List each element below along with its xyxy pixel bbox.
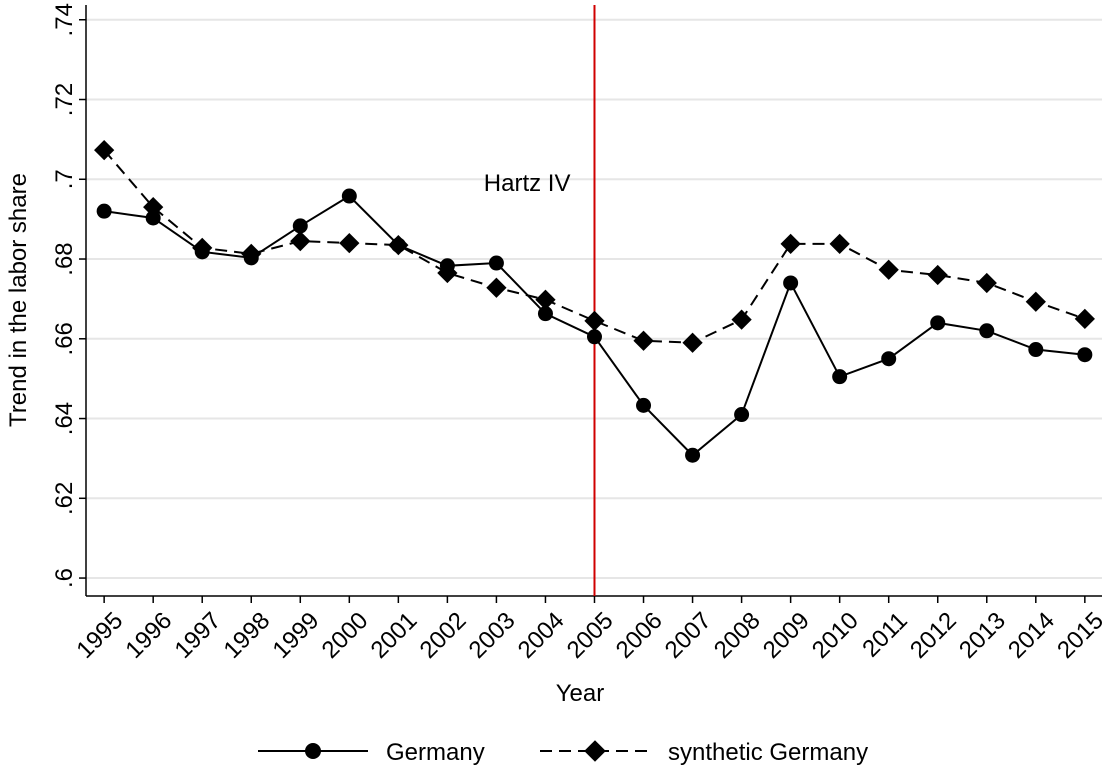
x-tick-label: 2000 — [317, 607, 374, 664]
marker — [145, 210, 161, 226]
marker — [829, 233, 850, 254]
x-tick-label: 1999 — [268, 607, 325, 664]
marker — [537, 306, 553, 322]
x-tick-label: 2008 — [709, 607, 766, 664]
marker — [636, 397, 652, 413]
x-tick-label: 2003 — [464, 607, 521, 664]
marker — [192, 237, 213, 258]
marker — [930, 315, 946, 331]
y-tick-label: .66 — [51, 322, 78, 355]
x-tick-label: 2004 — [513, 607, 570, 664]
marker — [584, 310, 605, 331]
y-tick-label: .6 — [51, 568, 78, 588]
y-tick-label: .7 — [51, 169, 78, 189]
marker — [584, 740, 606, 762]
marker — [290, 230, 311, 252]
marker — [437, 262, 458, 284]
marker — [535, 289, 556, 310]
x-tick-label: 1996 — [120, 607, 177, 664]
y-tick-label: .68 — [51, 242, 78, 275]
marker — [1028, 342, 1044, 358]
marker — [783, 275, 799, 291]
marker — [143, 197, 164, 218]
x-axis-label: Year — [556, 680, 605, 707]
x-tick-label: 2006 — [611, 607, 668, 664]
x-tick-label: 2007 — [660, 607, 717, 664]
x-tick-label: 1997 — [169, 607, 226, 664]
x-tick-label: 2009 — [758, 607, 815, 664]
marker — [1074, 308, 1095, 329]
marker — [780, 233, 801, 254]
marker — [1077, 347, 1093, 363]
marker — [976, 272, 997, 294]
marker — [292, 218, 308, 234]
marker — [241, 243, 262, 264]
x-tick-label: 2001 — [366, 607, 423, 664]
x-tick-label: 2013 — [954, 607, 1011, 664]
marker — [832, 369, 848, 385]
marker — [388, 234, 409, 256]
marker — [731, 309, 752, 330]
series-line — [103, 149, 1086, 344]
marker — [339, 232, 360, 254]
marker — [488, 255, 504, 271]
marker — [96, 203, 112, 219]
marker — [341, 188, 357, 204]
marker — [305, 743, 321, 759]
x-tick-label: 1995 — [71, 607, 128, 664]
marker — [633, 330, 654, 351]
y-tick-label: .64 — [51, 402, 78, 435]
x-tick-label: 1998 — [219, 607, 276, 664]
marker — [1025, 291, 1046, 312]
x-tick-label: 2005 — [562, 607, 619, 664]
y-tick-label: .62 — [51, 482, 78, 515]
annotation: Hartz IV — [484, 170, 571, 197]
x-tick-label: 2012 — [905, 607, 962, 664]
marker — [979, 323, 995, 339]
legend-label: Germany — [386, 739, 485, 766]
marker — [734, 407, 750, 423]
x-tick-label: 2014 — [1003, 607, 1060, 664]
legend-label: synthetic Germany — [668, 739, 868, 766]
y-tick-label: .72 — [51, 83, 78, 116]
marker — [682, 332, 703, 353]
x-tick-label: 2015 — [1052, 607, 1106, 664]
y-tick-label: .74 — [51, 3, 78, 36]
x-tick-label: 2010 — [807, 607, 864, 664]
marker — [878, 259, 899, 280]
marker — [881, 351, 897, 367]
marker — [586, 329, 602, 345]
marker — [486, 277, 507, 298]
marker — [94, 140, 115, 161]
marker — [685, 447, 701, 463]
marker — [927, 264, 948, 286]
y-axis-label: Trend in the labor share — [5, 173, 32, 427]
x-tick-label: 2011 — [857, 607, 913, 663]
x-tick-label: 2002 — [415, 607, 472, 664]
